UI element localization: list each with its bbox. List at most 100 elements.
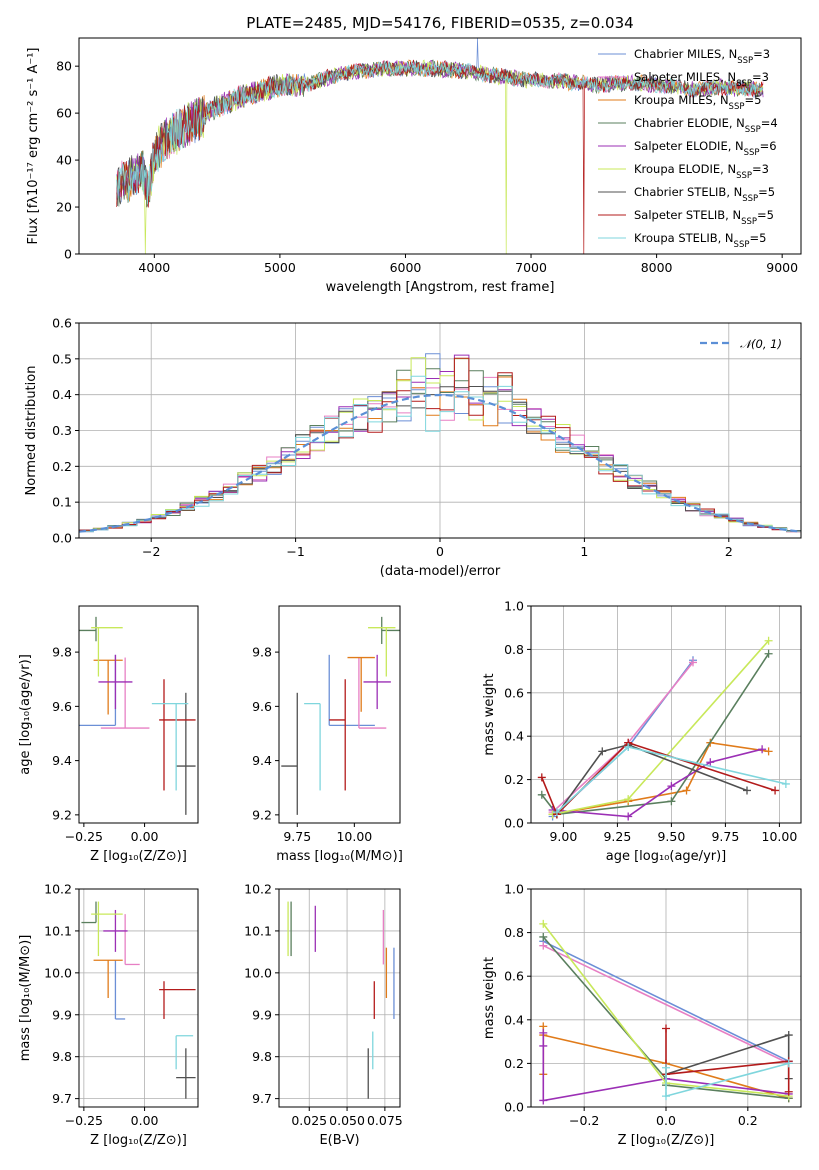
mass-vs-z-xtick-label: 0.00 [131, 1113, 159, 1128]
weight-vs-age-ytick-label: 0.4 [504, 729, 524, 744]
residuals-ylabel: Normed distribution [24, 366, 39, 496]
age-vs-z-errorbar-point [79, 616, 97, 642]
legend-entry: Salpeter STELIB, NSSP=5 [634, 208, 774, 227]
age-vs-mass-ytick-label: 9.8 [252, 645, 272, 660]
mass-vs-ebv-points [287, 901, 395, 1099]
weight-vs-z-series-marker [784, 1087, 793, 1096]
spectrum-xtick-label: 5000 [264, 260, 296, 275]
age-vs-z-errorbar-point [98, 654, 133, 710]
age-vs-z-xtick-label: −0.25 [65, 829, 103, 844]
mass-vs-z-errorbar-point [114, 960, 126, 1020]
mass-vs-ebv-xtick-label: 0.050 [329, 1113, 365, 1128]
age-vs-mass-frame [278, 605, 401, 824]
legend-entry: Chabrier MILES, NSSP=3 [634, 47, 770, 66]
weight-vs-age-series-line [541, 653, 770, 816]
legend-subscript: SSP [741, 217, 757, 227]
age-vs-mass-errorbar-point [358, 657, 387, 729]
weight-vs-z-xtick-label: 0.0 [656, 1113, 676, 1128]
weight-vs-age-series-marker [624, 795, 633, 804]
age-vs-z-ytick-label: 9.2 [52, 807, 72, 822]
legend-subscript: SSP [744, 148, 760, 158]
spectrum-ytick-label: 20 [56, 200, 72, 215]
weight-vs-age-series-marker [706, 758, 715, 767]
age-vs-mass-xlabel: mass [log₁₀(M/M⊙)] [276, 849, 403, 864]
mass-vs-z-ytick-label: 9.9 [52, 1007, 72, 1022]
weight-vs-age-ytick-label: 0.8 [504, 642, 524, 657]
weight-vs-age-ytick-label: 1.0 [504, 599, 524, 614]
legend-nssp: =4 [761, 116, 778, 130]
age-vs-z-ylabel: age [log₁₀(age/yr)] [18, 654, 33, 775]
age-vs-mass-errorbar-point [304, 703, 321, 791]
age-vs-mass-xtick-label: 9.75 [283, 829, 311, 844]
age-vs-mass-errorbar-point [368, 627, 396, 677]
residuals-xtick-label: 1 [580, 544, 588, 559]
weight-vs-z-ytick-label: 0.4 [504, 1012, 524, 1027]
mass-vs-z-errorbar-point [159, 981, 196, 1019]
weight-vs-z-series-marker [662, 1092, 670, 1101]
weight-vs-z-series-marker [539, 932, 548, 941]
age-vs-z-xtick-label: 0.00 [131, 829, 159, 844]
weight-vs-z-lines [539, 919, 793, 1105]
legend-subscript: SSP [736, 79, 752, 89]
weight-vs-z-xtick-label: −0.2 [569, 1113, 599, 1128]
weight-vs-z-series-marker [784, 1031, 793, 1040]
spectrum-xtick-label: 6000 [390, 260, 422, 275]
weight-vs-z-series-marker [662, 1063, 670, 1072]
weight-vs-age-series-marker [667, 782, 676, 791]
mass-vs-z-ytick-label: 9.7 [52, 1091, 72, 1106]
age-vs-z-ytick-label: 9.8 [52, 645, 72, 660]
mass-vs-z-errorbar-point [91, 901, 123, 957]
legend-entry: Kroupa STELIB, NSSP=5 [634, 231, 766, 250]
age-vs-z-errorbar-point [159, 679, 196, 791]
weight-vs-age-xlabel: age [log₁₀(age/yr)] [606, 849, 727, 864]
residuals-xtick-label: 2 [725, 544, 733, 559]
gaussian-legend-label: 𝒩(0, 1) [740, 337, 782, 351]
legend-nssp: =3 [752, 162, 769, 176]
age-vs-mass-xtick-label: 10.00 [336, 829, 372, 844]
weight-vs-z-ytick-label: 0.0 [504, 1100, 524, 1115]
weight-vs-age-xtick-label: 9.75 [711, 829, 739, 844]
weight-vs-age-ylabel: mass weight [482, 673, 497, 755]
weight-vs-z-series-marker [539, 1041, 548, 1050]
spectrum-line [116, 60, 764, 205]
weight-vs-age-series-line [556, 744, 748, 815]
weight-vs-age-series-marker [764, 636, 773, 645]
legend-entry: Kroupa MILES, NSSP=5 [634, 93, 761, 112]
figure-title: PLATE=2485, MJD=54176, FIBERID=0535, z=0… [246, 14, 633, 32]
residuals-hist-line [79, 386, 801, 534]
age-vs-mass-ytick-label: 9.6 [252, 699, 272, 714]
weight-vs-z-xtick-label: 0.2 [738, 1113, 758, 1128]
weight-vs-age-xtick-label: 9.00 [549, 829, 577, 844]
mass-vs-z-frame [78, 888, 199, 1108]
mass-vs-z-errorbar-point [81, 901, 97, 924]
mass-vs-z-ylabel: mass [log₁₀(M/M⊙)] [18, 935, 33, 1062]
weight-vs-age-series-marker [781, 779, 790, 788]
age-vs-z-panel: −0.25 0.00 9.2 9.4 9.6 9.8 Z [log₁₀(Z/Z⊙)] age … [18, 605, 199, 864]
legend-subscript: SSP [729, 102, 745, 112]
spectrum-ytick-label: 60 [56, 106, 72, 121]
weight-vs-age-panel: 9.00 9.25 9.50 9.75 10.00 0.0 0.2 0.4 0.6 0.8 1.0 a… [482, 599, 802, 864]
weight-vs-age-xtick-label: 10.00 [762, 829, 798, 844]
residuals-ytick-label: 0.4 [52, 387, 72, 402]
gaussian-curve [79, 393, 801, 533]
age-vs-z-errorbar-point [100, 657, 150, 729]
weight-vs-age-series-marker [758, 745, 767, 754]
age-vs-mass-ytick-label: 9.2 [252, 807, 272, 822]
residuals-ytick-label: 0.0 [52, 531, 72, 546]
legend-entry: Chabrier STELIB, NSSP=5 [634, 185, 775, 204]
weight-vs-age-series-marker [743, 786, 751, 795]
mass-vs-z-errorbar-point [175, 1035, 194, 1070]
weight-vs-age-series-marker [764, 649, 773, 658]
residuals-xtick-label: −1 [286, 544, 304, 559]
mass-vs-ebv-frame [278, 888, 401, 1108]
residuals-ytick-label: 0.2 [52, 459, 72, 474]
residuals-ytick-label: 0.1 [52, 495, 72, 510]
age-vs-mass-points [281, 616, 400, 815]
weight-vs-age-ytick-label: 0.6 [504, 685, 524, 700]
weight-vs-age-series-line [552, 640, 770, 816]
weight-vs-age-series-marker [682, 786, 691, 795]
legend-subscript: SSP [734, 240, 750, 250]
weight-vs-z-series-marker [539, 1028, 548, 1037]
age-vs-mass-errorbar-point [381, 616, 400, 644]
weight-vs-age-series-marker [552, 808, 561, 817]
